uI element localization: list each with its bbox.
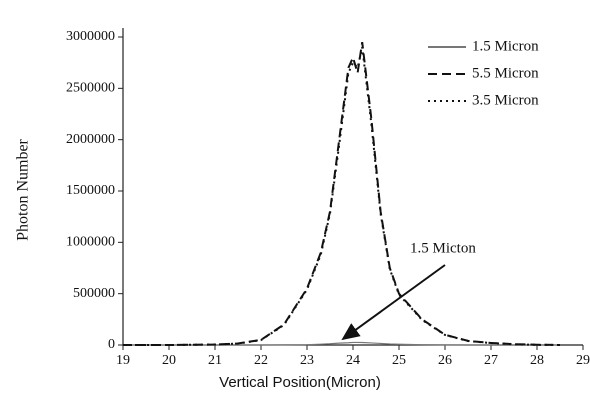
x-axis-label: Vertical Position(Micron) xyxy=(219,374,381,391)
x-tick-label: 25 xyxy=(392,353,406,368)
legend-label: 1.5 Micron xyxy=(472,38,539,54)
annotation-arrow xyxy=(341,264,446,341)
x-tick-label: 28 xyxy=(530,353,544,368)
annotation: 1.5 Micton xyxy=(410,240,476,256)
x-tick-label: 20 xyxy=(162,353,176,368)
x-tick-label: 24 xyxy=(346,353,360,368)
series-line xyxy=(123,41,561,346)
x-tick-label: 29 xyxy=(576,353,590,368)
series-line xyxy=(123,341,560,346)
y-tick-label: 0 xyxy=(108,337,115,352)
y-tick-label: 1000000 xyxy=(66,235,115,250)
x-tick-label: 23 xyxy=(300,353,314,368)
y-axis-label: Photon Number xyxy=(15,138,32,240)
x-tick-label: 27 xyxy=(484,353,498,368)
x-tick-label: 19 xyxy=(116,353,130,368)
y-tick-label: 2000000 xyxy=(66,132,115,147)
y-tick-label: 1500000 xyxy=(66,183,115,198)
x-tick-label: 26 xyxy=(438,353,452,368)
x-tick-label: 22 xyxy=(254,353,268,368)
legend-label: 5.5 Micron xyxy=(472,65,539,81)
y-tick-label: 500000 xyxy=(73,286,115,301)
y-tick-label: 3000000 xyxy=(66,29,115,44)
legend-label: 3.5 Micron xyxy=(472,92,539,108)
y-tick-label: 2500000 xyxy=(66,81,115,96)
series-line xyxy=(123,47,561,346)
x-tick-label: 21 xyxy=(208,353,222,368)
